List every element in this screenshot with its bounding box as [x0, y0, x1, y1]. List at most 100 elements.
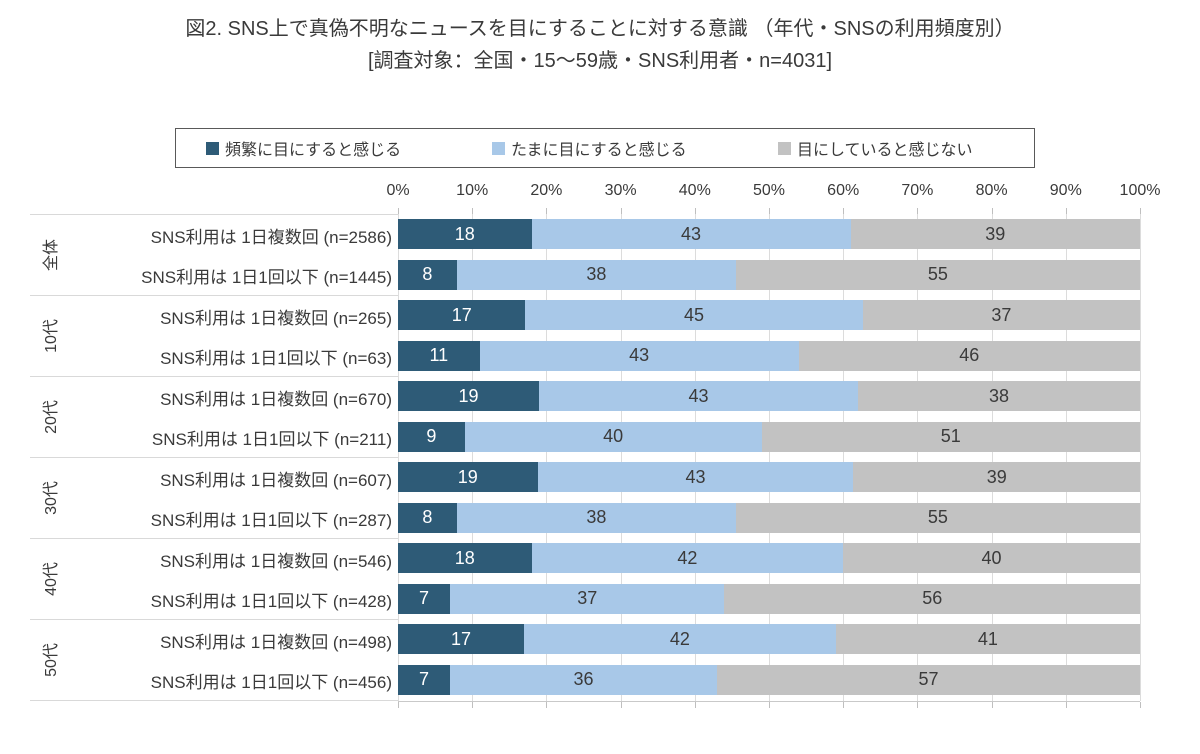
bottom-axis-tick: [398, 702, 399, 708]
stacked-bar: 11 43 46: [398, 340, 1140, 371]
row-labels: SNS利用は 1日複数回 (n=670) SNS利用は 1日1回以下 (n=211…: [68, 377, 398, 457]
row-label: SNS利用は 1日複数回 (n=607): [160, 470, 392, 490]
legend-item: たまに目にすると感じる: [462, 136, 748, 160]
axis-tick-mark: [398, 208, 399, 214]
axis-tick-mark: [546, 208, 548, 214]
gridline: [1140, 214, 1141, 701]
row-labels: SNS利用は 1日複数回 (n=498) SNS利用は 1日1回以下 (n=456…: [68, 620, 398, 700]
axis-tick-label: 10%: [456, 182, 489, 199]
axis-tick-mark: [1065, 208, 1067, 214]
stacked-bar: 8 38 55: [398, 259, 1140, 290]
bar-segment: 11: [398, 340, 480, 371]
group-label-text: 20代: [43, 400, 60, 434]
gridline: [398, 214, 399, 701]
bottom-axis-tick: [991, 702, 993, 708]
row-labels: SNS利用は 1日複数回 (n=2586) SNS利用は 1日1回以下 (n=14…: [68, 215, 398, 295]
bar-segment: 56: [724, 583, 1140, 614]
bar-segment: 8: [398, 259, 457, 290]
bar-row: 11 43 46: [398, 336, 1140, 377]
gridline: [843, 214, 845, 701]
group-label: 40代: [30, 539, 68, 619]
axis-tick-mark: [472, 208, 474, 214]
axis-tick-mark: [620, 208, 622, 214]
bottom-axis-tick: [1140, 702, 1141, 708]
axis-tick-label: 20%: [530, 182, 563, 199]
axis-tick-mark: [917, 208, 919, 214]
stacked-bar: 18 42 40: [398, 543, 1140, 574]
group-label: 全体: [30, 215, 68, 295]
gridline: [917, 214, 919, 701]
row-label: SNS利用は 1日1回以下 (n=1445): [141, 267, 392, 287]
bar-row: 8 38 55: [398, 255, 1140, 296]
bar-segment: 17: [398, 624, 525, 655]
legend: 頻繁に目にすると感じる たまに目にすると感じる 目にしていると感じない: [175, 128, 1035, 168]
bottom-axis-tick: [472, 702, 474, 708]
bottom-axis-tick: [1065, 702, 1067, 708]
bar-row: 9 40 51: [398, 417, 1140, 458]
axis-tick-label: 70%: [901, 182, 934, 199]
bar-segment: 8: [398, 502, 457, 533]
group-label: 30代: [30, 458, 68, 538]
axis-tick-label: 80%: [975, 182, 1008, 199]
legend-label: 目にしていると感じない: [797, 142, 973, 159]
bar-segment: 18: [398, 219, 532, 250]
group-label-text: 30代: [43, 481, 60, 515]
row-label: SNS利用は 1日複数回 (n=546): [160, 551, 392, 571]
bar-segment: 37: [862, 300, 1140, 331]
group-label-text: 10代: [43, 319, 60, 353]
bar-row: 7 36 57: [398, 660, 1140, 701]
row-label: SNS利用は 1日1回以下 (n=456): [150, 672, 392, 692]
labels-column: 全体 SNS利用は 1日複数回 (n=2586) SNS利用は 1日1回以下 (n=…: [30, 214, 398, 701]
bar-segment: 37: [449, 583, 725, 614]
row-label: SNS利用は 1日複数回 (n=670): [160, 389, 392, 409]
legend-swatch-icon: [206, 141, 219, 155]
legend-item: 目にしていると感じない: [748, 136, 1034, 160]
axis-tick-label: 0%: [386, 182, 410, 199]
bar-segment: 7: [398, 583, 450, 614]
bar-segment: 19: [398, 381, 539, 412]
gridline: [694, 214, 696, 701]
row-label: SNS利用は 1日複数回 (n=2586): [150, 227, 392, 247]
bar-row: 18 42 40: [398, 538, 1140, 579]
row-labels: SNS利用は 1日複数回 (n=265) SNS利用は 1日1回以下 (n=63): [68, 296, 398, 376]
bar-segment: 43: [531, 219, 851, 250]
bar-row: 18 43 39: [398, 214, 1140, 255]
gridline: [620, 214, 622, 701]
bar-segment: 19: [398, 462, 538, 493]
group-row: 30代 SNS利用は 1日複数回 (n=607) SNS利用は 1日1回以下 (n=…: [30, 457, 398, 538]
bar-segment: 57: [717, 664, 1140, 695]
bar-segment: 40: [464, 421, 762, 452]
stacked-bar: 17 45 37: [398, 300, 1140, 331]
legend-item: 頻繁に目にすると感じる: [176, 136, 462, 160]
page-title: 図2. SNS上で真偽不明なニュースを目にすることに対する意識 （年代・SNSの…: [185, 18, 1015, 40]
axis-tick-label: 40%: [678, 182, 711, 199]
row-label: SNS利用は 1日1回以下 (n=428): [150, 591, 392, 611]
bar-segment: 40: [843, 543, 1140, 574]
bottom-axis: [398, 701, 1141, 710]
bar-segment: 38: [858, 381, 1140, 412]
gridline: [1065, 214, 1067, 701]
gridline: [546, 214, 548, 701]
axis-tick-mark: [694, 208, 696, 214]
bar-segment: 41: [835, 624, 1140, 655]
bar-segment: 46: [798, 340, 1140, 371]
axis-tick-label: 100%: [1119, 182, 1161, 199]
bar-row: 17 45 37: [398, 295, 1140, 336]
bottom-axis-tick: [546, 702, 548, 708]
bar-row: 8 38 55: [398, 498, 1140, 539]
bar-segment: 43: [538, 381, 859, 412]
bar-segment: 55: [735, 502, 1140, 533]
bar-segment: 9: [398, 421, 465, 452]
group-label: 50代: [30, 620, 68, 700]
group-row: 20代 SNS利用は 1日複数回 (n=670) SNS利用は 1日1回以下 (n=…: [30, 376, 398, 457]
bar-segment: 42: [531, 543, 844, 574]
bottom-axis-tick: [843, 702, 845, 708]
page-subtitle: [調査対象：全国・15～59歳・SNS利用者・n=4031]: [367, 50, 833, 72]
bottom-axis-tick: [694, 702, 696, 708]
bar-segment: 39: [850, 219, 1140, 250]
bar-segment: 17: [398, 300, 526, 331]
group-row: 50代 SNS利用は 1日複数回 (n=498) SNS利用は 1日1回以下 (n=…: [30, 619, 398, 700]
row-labels: SNS利用は 1日複数回 (n=546) SNS利用は 1日1回以下 (n=428…: [68, 539, 398, 619]
group-label-text: 50代: [43, 643, 60, 677]
gridline: [991, 214, 993, 701]
